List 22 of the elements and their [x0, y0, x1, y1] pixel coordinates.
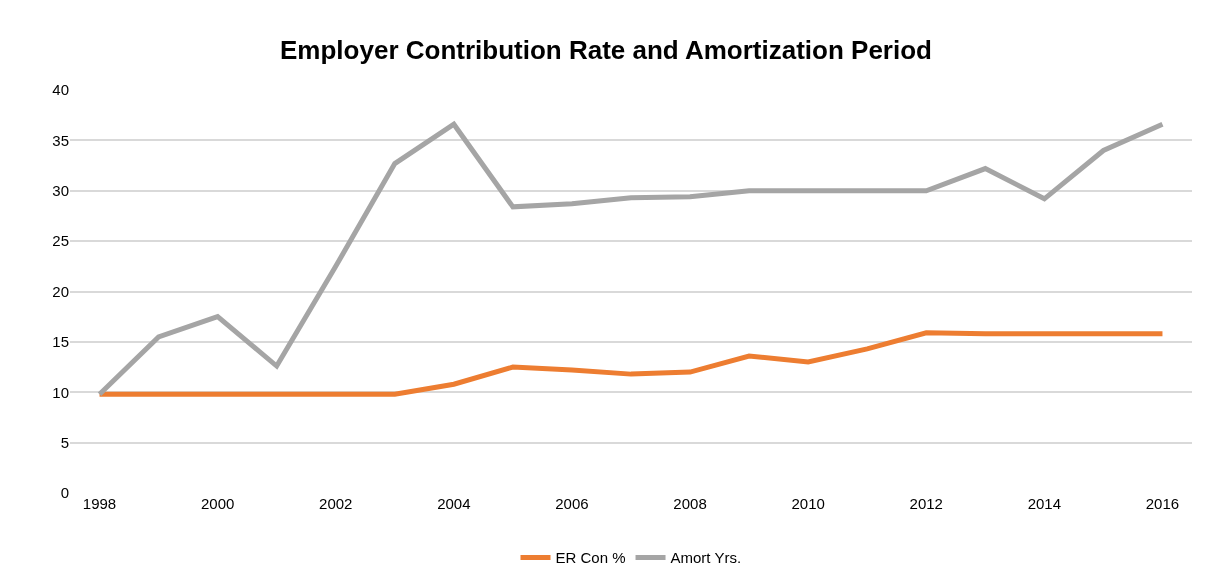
y-tick-label: 5 [60, 433, 69, 451]
x-tick-label: 2012 [909, 495, 943, 512]
x-tick-label: 1998 [82, 495, 117, 512]
legend-label: Amort Yrs. [670, 549, 742, 567]
legend-label: ER Con % [555, 549, 626, 567]
y-tick-label: 0 [60, 484, 69, 502]
x-tick-label: 2010 [791, 495, 825, 512]
x-tick-label: 2000 [200, 495, 235, 512]
x-tick-label: 2016 [1145, 495, 1180, 512]
x-tick-label: 2002 [319, 495, 353, 512]
x-tick-label: 2004 [437, 495, 471, 512]
x-tick-label: 2014 [1027, 495, 1062, 512]
y-tick-label: 25 [52, 232, 69, 250]
x-tick-label: 2008 [673, 495, 707, 512]
x-tick-label: 2006 [555, 495, 589, 512]
y-tick-label: 40 [52, 81, 69, 99]
y-tick-label: 30 [52, 182, 69, 199]
y-tick-label: 15 [52, 333, 69, 351]
chart-title: Employer Contribution Rate and Amortization Period [280, 35, 932, 66]
y-tick-label: 20 [52, 282, 69, 300]
y-tick-label: 35 [52, 131, 69, 149]
y-tick-label: 10 [52, 383, 69, 401]
